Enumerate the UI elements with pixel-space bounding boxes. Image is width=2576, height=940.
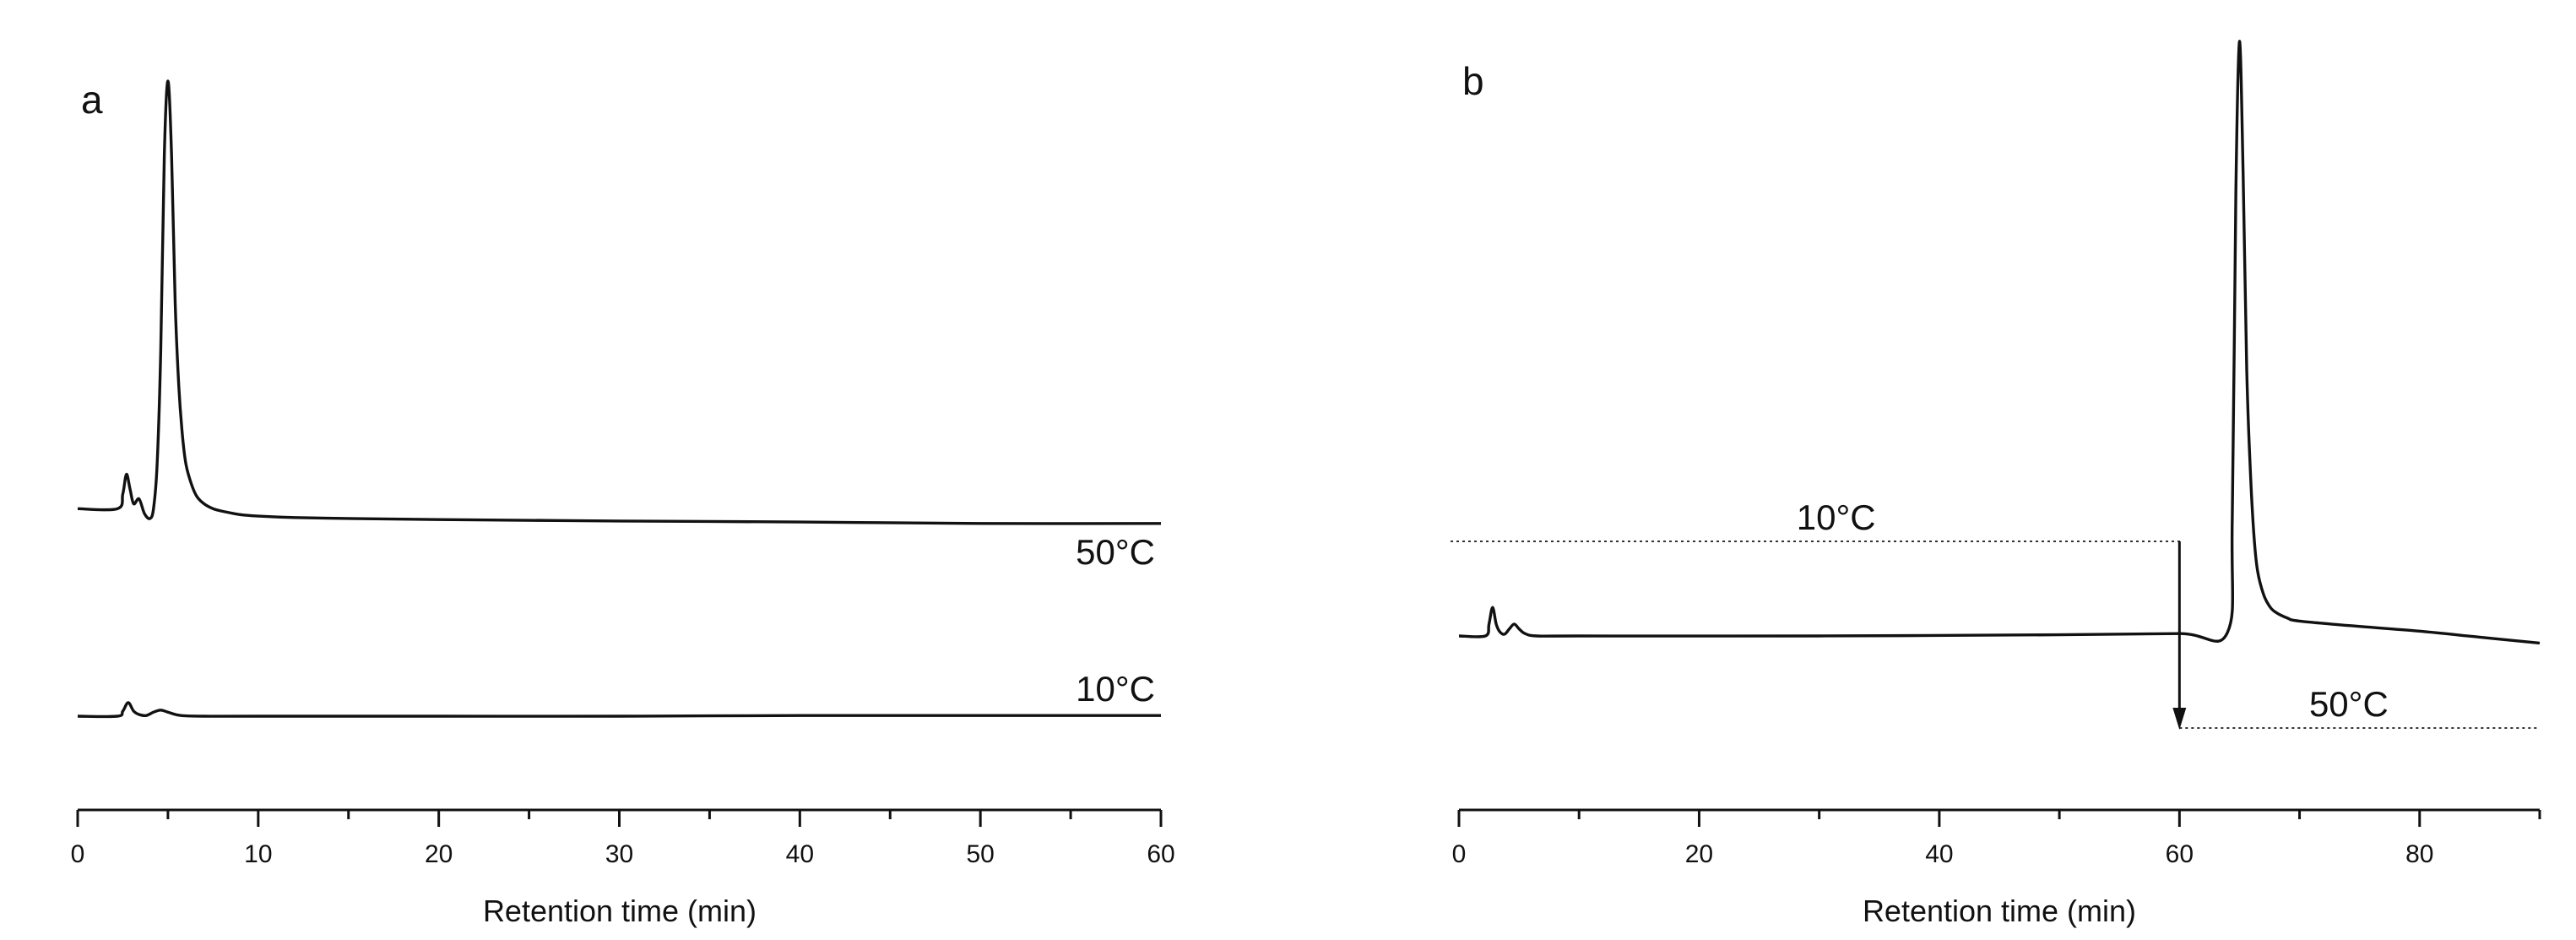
x-tick-label: 0: [1452, 840, 1467, 868]
x-tick-label: 40: [786, 840, 814, 868]
x-tick-label: 10: [244, 840, 272, 868]
panel-b-x-ticks: 0 20 40 60 80: [1452, 810, 2541, 868]
x-tick-label: 60: [1147, 840, 1174, 868]
x-tick-label: 20: [425, 840, 453, 868]
panel-a-x-ticks: 0 10 20 30 40 50 60: [71, 810, 1175, 868]
x-tick-label: 80: [2405, 840, 2433, 868]
x-tick-label: 30: [605, 840, 633, 868]
panel-b-letter: b: [1462, 59, 1484, 103]
panel-b-x-axis-title: Retention time (min): [1863, 894, 2136, 928]
x-tick-label: 60: [2166, 840, 2194, 868]
x-tick-label: 50: [966, 840, 994, 868]
panel-a-label-50c: 50°C: [1076, 532, 1155, 572]
panel-a-x-axis-title: Retention time (min): [483, 894, 757, 928]
x-tick-label: 40: [1925, 840, 1953, 868]
x-tick-label: 0: [71, 840, 85, 868]
panel-b-series-signal: [1458, 40, 2541, 645]
panel-a-series-50c: [77, 79, 1162, 525]
arrowhead-icon: [2172, 708, 2187, 730]
panel-b: b 0 20 40 60 80 Retention time (min) 10°C 50…: [1451, 40, 2541, 928]
panel-a-series-10c: [77, 701, 1161, 719]
panel-a: a 0 10 20 30 40 50 60 Retention time (min) 50°…: [71, 78, 1175, 928]
x-tick-label: 20: [1685, 840, 1713, 868]
temperature-50c-label: 50°C: [2309, 684, 2389, 724]
temperature-10c-label: 10°C: [1797, 497, 1876, 537]
panel-a-letter: a: [81, 78, 103, 122]
panel-a-label-10c: 10°C: [1076, 669, 1155, 709]
